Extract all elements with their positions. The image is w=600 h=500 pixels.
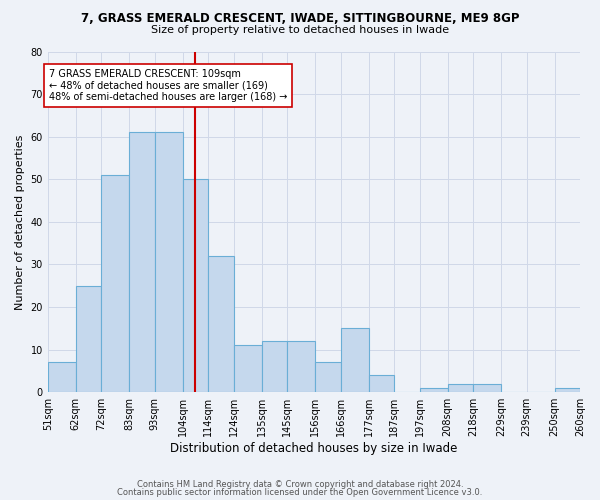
Y-axis label: Number of detached properties: Number of detached properties [15,134,25,310]
Text: 7 GRASS EMERALD CRESCENT: 109sqm
← 48% of detached houses are smaller (169)
48% : 7 GRASS EMERALD CRESCENT: 109sqm ← 48% o… [49,68,287,102]
Bar [419,388,448,392]
Bar [315,362,341,392]
Bar [368,375,394,392]
X-axis label: Distribution of detached houses by size in Iwade: Distribution of detached houses by size … [170,442,458,455]
Bar [233,346,262,392]
Bar [448,384,473,392]
Bar [341,328,368,392]
Text: Contains HM Land Registry data © Crown copyright and database right 2024.: Contains HM Land Registry data © Crown c… [137,480,463,489]
Bar [76,286,101,392]
Bar [287,341,315,392]
Text: Size of property relative to detached houses in Iwade: Size of property relative to detached ho… [151,25,449,35]
Bar [155,132,183,392]
Bar [473,384,501,392]
Bar [262,341,287,392]
Bar [101,175,129,392]
Bar [554,388,580,392]
Text: 7, GRASS EMERALD CRESCENT, IWADE, SITTINGBOURNE, ME9 8GP: 7, GRASS EMERALD CRESCENT, IWADE, SITTIN… [81,12,519,26]
Bar [208,256,233,392]
Bar [48,362,76,392]
Bar [129,132,155,392]
Text: Contains public sector information licensed under the Open Government Licence v3: Contains public sector information licen… [118,488,482,497]
Bar [183,180,208,392]
